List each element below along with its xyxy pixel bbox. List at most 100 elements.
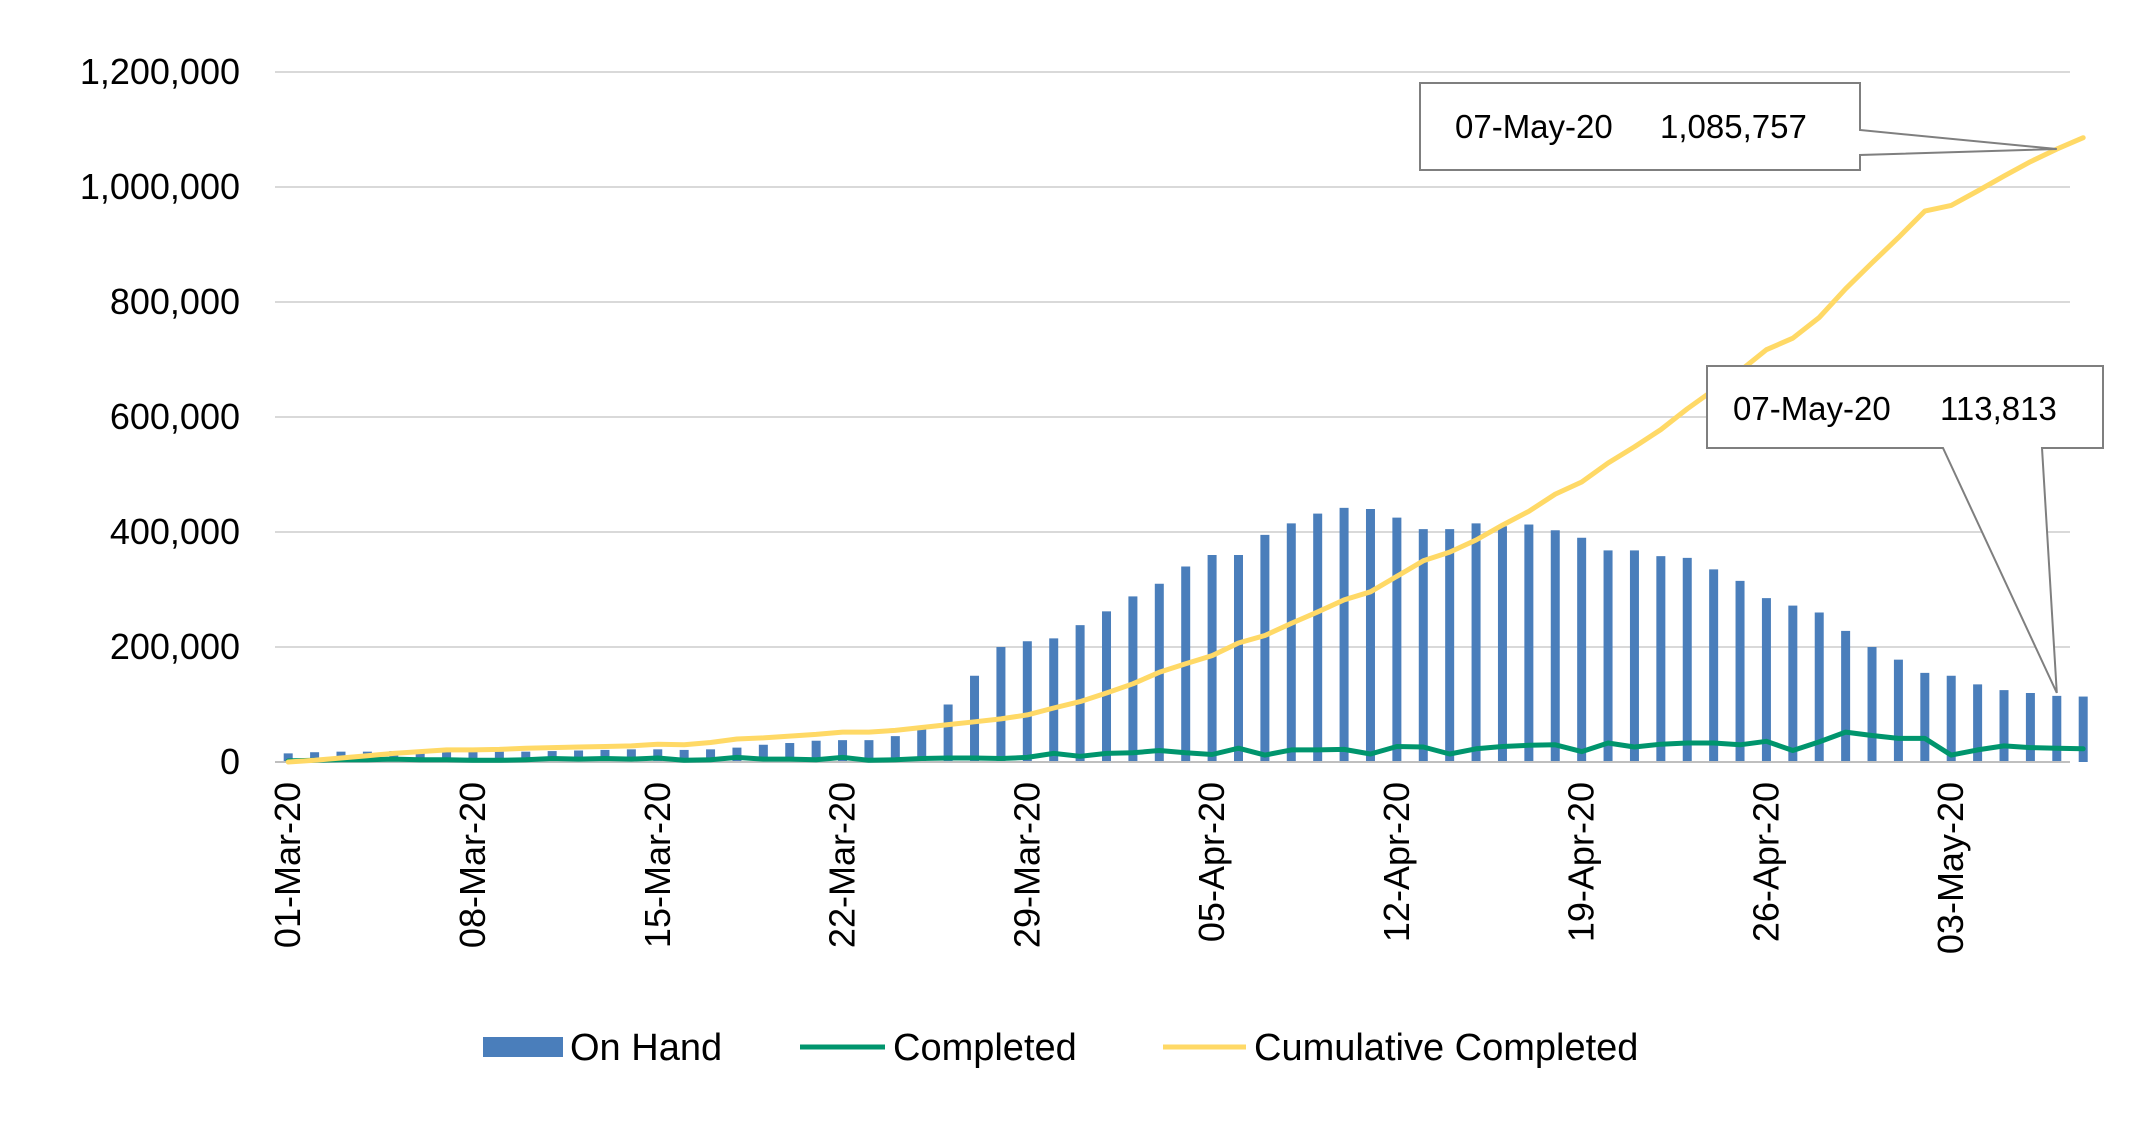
x-tick-label: 01-Mar-20 bbox=[267, 782, 308, 948]
on-hand-bar bbox=[1920, 672, 1930, 762]
on-hand-bar bbox=[1709, 569, 1719, 762]
on-hand-bar bbox=[1629, 550, 1639, 762]
on-hand-bar bbox=[283, 753, 293, 762]
on-hand-bar bbox=[1656, 556, 1666, 762]
callout-on-hand-date: 07-May-20 bbox=[1733, 390, 1891, 427]
on-hand-bar bbox=[1603, 550, 1613, 762]
on-hand-bar bbox=[626, 749, 636, 762]
completed-line bbox=[285, 729, 2086, 764]
on-hand-bar bbox=[1418, 529, 1428, 762]
on-hand-bar bbox=[2052, 695, 2062, 762]
callout-cumulative-box bbox=[1419, 82, 2057, 171]
y-tick-label: 1,200,000 bbox=[80, 51, 240, 92]
on-hand-bar bbox=[1893, 659, 1903, 762]
on-hand-bar bbox=[917, 727, 927, 762]
x-tick-label: 29-Mar-20 bbox=[1006, 782, 1047, 948]
y-tick-label: 0 bbox=[220, 741, 240, 782]
x-tick-label: 26-Apr-20 bbox=[1745, 782, 1786, 942]
on-hand-bar bbox=[1524, 524, 1534, 762]
on-hand-bar bbox=[1497, 526, 1507, 762]
on-hand-bar bbox=[1313, 513, 1323, 762]
on-hand-bar bbox=[1049, 638, 1059, 762]
callout-cumulative: 07-May-20 1,085,757 bbox=[1419, 82, 2057, 171]
on-hand-bar bbox=[1841, 630, 1851, 762]
y-axis-tick-labels: 0 200,000 400,000 600,000 800,000 1,000,000 1,… bbox=[80, 51, 240, 782]
x-tick-label: 15-Mar-20 bbox=[637, 782, 678, 948]
on-hand-bar bbox=[679, 749, 689, 762]
on-hand-bar bbox=[943, 704, 953, 762]
on-hand-bar bbox=[1392, 517, 1402, 762]
on-hand-bar bbox=[1260, 534, 1270, 762]
on-hand-bar bbox=[758, 744, 768, 762]
callout-on-hand-box bbox=[1706, 365, 2104, 694]
legend: On Hand Completed Cumulative Completed bbox=[483, 1027, 1638, 1069]
x-tick-label: 08-Mar-20 bbox=[452, 782, 493, 948]
on-hand-bar bbox=[706, 749, 716, 762]
on-hand-bar bbox=[838, 740, 848, 762]
cumulative-completed-line bbox=[285, 135, 2086, 765]
on-hand-bar bbox=[1577, 537, 1587, 762]
legend-swatch-on-hand bbox=[483, 1037, 563, 1057]
on-hand-bar bbox=[1022, 641, 1032, 762]
on-hand-bar bbox=[1365, 509, 1375, 762]
on-hand-bar bbox=[1550, 530, 1560, 762]
on-hand-bar bbox=[1761, 598, 1771, 762]
x-tick-label: 22-Mar-20 bbox=[822, 782, 863, 948]
on-hand-bar bbox=[1682, 557, 1692, 762]
on-hand-bar bbox=[1128, 596, 1138, 762]
on-hand-bar bbox=[600, 749, 610, 762]
on-hand-bar bbox=[1999, 690, 2009, 762]
on-hand-bar bbox=[1788, 605, 1798, 762]
on-hand-bar bbox=[811, 740, 821, 762]
legend-label-cumulative-completed: Cumulative Completed bbox=[1254, 1027, 1638, 1069]
callout-cumulative-date: 07-May-20 bbox=[1455, 108, 1613, 145]
on-hand-bar bbox=[785, 743, 795, 762]
on-hand-bar bbox=[1207, 555, 1217, 762]
x-tick-label: 05-Apr-20 bbox=[1191, 782, 1232, 942]
on-hand-bar bbox=[415, 750, 425, 762]
callout-on-hand: 07-May-20 113,813 bbox=[1706, 365, 2104, 694]
on-hand-bar bbox=[1946, 675, 1956, 762]
y-tick-label: 400,000 bbox=[110, 511, 240, 552]
on-hand-bar bbox=[574, 750, 584, 762]
legend-label-on-hand: On Hand bbox=[570, 1027, 722, 1069]
on-hand-bars bbox=[283, 507, 2088, 762]
on-hand-bar bbox=[468, 751, 478, 762]
on-hand-bar bbox=[389, 751, 399, 762]
on-hand-bar bbox=[1867, 647, 1877, 762]
y-tick-label: 800,000 bbox=[110, 281, 240, 322]
on-hand-bar bbox=[996, 647, 1006, 762]
on-hand-bar bbox=[1973, 684, 1983, 762]
on-hand-bar bbox=[521, 751, 531, 762]
on-hand-bar bbox=[442, 750, 452, 762]
legend-label-completed: Completed bbox=[893, 1027, 1077, 1069]
on-hand-bar bbox=[864, 740, 874, 762]
x-tick-label: 19-Apr-20 bbox=[1561, 782, 1602, 942]
on-hand-bar bbox=[890, 736, 900, 762]
on-hand-bar bbox=[1339, 507, 1349, 762]
on-hand-bar bbox=[494, 751, 504, 762]
callout-cumulative-value: 1,085,757 bbox=[1660, 108, 1807, 145]
y-tick-label: 1,000,000 bbox=[80, 166, 240, 207]
on-hand-bar bbox=[2078, 696, 2088, 762]
on-hand-bar bbox=[732, 747, 742, 762]
on-hand-bar bbox=[310, 752, 320, 762]
callout-on-hand-value: 113,813 bbox=[1940, 390, 2057, 427]
x-tick-label: 12-Apr-20 bbox=[1376, 782, 1417, 942]
on-hand-bar bbox=[1075, 625, 1085, 762]
on-hand-bar bbox=[1102, 611, 1112, 762]
x-axis-tick-labels: 01-Mar-20 08-Mar-20 15-Mar-20 22-Mar-20 29-M… bbox=[267, 782, 1971, 954]
on-hand-bar bbox=[1286, 523, 1296, 762]
y-tick-label: 600,000 bbox=[110, 396, 240, 437]
on-hand-bar bbox=[1735, 580, 1745, 762]
on-hand-bar bbox=[2025, 693, 2035, 762]
on-hand-bar bbox=[1233, 555, 1243, 762]
on-hand-bar bbox=[1445, 529, 1455, 762]
x-tick-label: 03-May-20 bbox=[1930, 782, 1971, 954]
on-hand-bar bbox=[1471, 523, 1481, 762]
y-tick-label: 200,000 bbox=[110, 626, 240, 667]
line-series bbox=[285, 135, 2086, 765]
on-hand-bar bbox=[1814, 612, 1824, 762]
on-hand-bar bbox=[970, 675, 980, 762]
